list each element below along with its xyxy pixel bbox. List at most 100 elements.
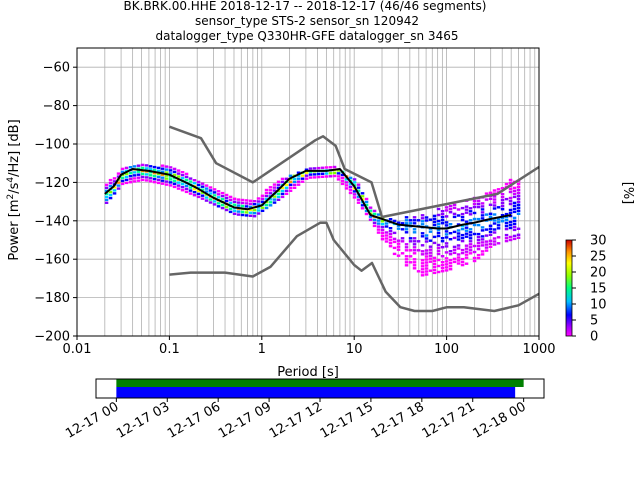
density-cell bbox=[448, 238, 453, 241]
density-cell bbox=[436, 228, 441, 232]
density-cell bbox=[232, 197, 237, 200]
density-cell bbox=[516, 191, 521, 194]
density-cell bbox=[280, 192, 285, 196]
density-cell bbox=[248, 205, 253, 208]
density-cell bbox=[412, 240, 417, 243]
density-cell bbox=[404, 222, 409, 225]
density-cell bbox=[412, 252, 417, 255]
density-cell bbox=[476, 256, 481, 260]
density-cell bbox=[172, 170, 177, 174]
colorbar-tick-label: 20 bbox=[590, 266, 607, 281]
density-cell bbox=[268, 204, 273, 207]
density-cell bbox=[180, 177, 185, 180]
density-cell bbox=[448, 265, 453, 268]
density-cell bbox=[152, 177, 157, 181]
density-cell bbox=[328, 166, 333, 169]
density-cell bbox=[452, 251, 457, 255]
density-cell bbox=[432, 220, 437, 224]
density-cell bbox=[184, 175, 189, 179]
density-cell bbox=[176, 175, 181, 178]
density-cell bbox=[464, 262, 469, 265]
density-cell bbox=[328, 172, 333, 175]
density-cell bbox=[420, 244, 425, 247]
density-cell bbox=[160, 176, 165, 179]
density-cell bbox=[404, 228, 409, 231]
density-cell bbox=[148, 174, 153, 177]
density-cell bbox=[492, 240, 497, 243]
density-cell bbox=[200, 182, 205, 185]
density-cell bbox=[424, 240, 429, 243]
density-cell bbox=[216, 193, 221, 196]
density-cell bbox=[288, 183, 293, 186]
timeline-tick-label: 12-17 21 bbox=[420, 399, 478, 441]
density-cell bbox=[188, 177, 193, 180]
density-cell bbox=[460, 212, 465, 216]
density-cell bbox=[136, 170, 141, 173]
density-cell bbox=[340, 179, 345, 183]
density-cell bbox=[240, 198, 245, 202]
density-cell bbox=[456, 208, 461, 211]
density-cell bbox=[384, 240, 389, 243]
y-tick-label: −120 bbox=[34, 176, 70, 191]
y-tick-label: −100 bbox=[34, 138, 70, 153]
density-cell bbox=[268, 198, 273, 201]
density-cell bbox=[308, 173, 313, 176]
colorbar-tick-label: 10 bbox=[590, 298, 607, 313]
density-cell bbox=[156, 166, 161, 170]
density-cell bbox=[472, 217, 477, 221]
density-cell bbox=[372, 212, 377, 216]
density-cell bbox=[512, 225, 517, 229]
density-cell bbox=[452, 257, 457, 261]
colorbar-tick-label: 15 bbox=[590, 282, 607, 297]
density-cell bbox=[484, 198, 489, 201]
density-cell bbox=[436, 234, 441, 238]
density-cell bbox=[516, 188, 521, 191]
density-cell bbox=[488, 230, 493, 233]
density-cell bbox=[136, 176, 141, 179]
density-cell bbox=[248, 211, 253, 214]
density-cell bbox=[124, 166, 129, 170]
density-cell bbox=[192, 182, 197, 185]
density-cell bbox=[224, 205, 229, 209]
density-cell bbox=[200, 194, 205, 197]
density-cell bbox=[152, 174, 157, 178]
y-axis-label: Power [m2/s4/Hz] [dB] bbox=[6, 119, 22, 260]
density-cell bbox=[420, 214, 425, 217]
density-cell bbox=[504, 221, 509, 225]
density-cell bbox=[420, 217, 425, 220]
density-cell bbox=[144, 164, 149, 167]
density-cell bbox=[136, 173, 141, 176]
density-cell bbox=[508, 220, 513, 224]
density-cell bbox=[456, 235, 461, 238]
density-cell bbox=[204, 184, 209, 187]
density-cell bbox=[400, 240, 405, 243]
density-cell bbox=[464, 235, 469, 238]
density-cell bbox=[436, 243, 441, 247]
density-cell bbox=[516, 209, 521, 212]
density-cell bbox=[512, 219, 517, 223]
x-tick-label: 1000 bbox=[522, 342, 555, 357]
density-cell bbox=[432, 265, 437, 269]
density-cell bbox=[404, 246, 409, 249]
density-cell bbox=[436, 252, 441, 256]
density-cell bbox=[516, 212, 521, 215]
density-cell bbox=[272, 183, 277, 186]
density-cell bbox=[512, 201, 517, 205]
density-cell bbox=[436, 225, 441, 229]
density-cell bbox=[456, 229, 461, 232]
density-cell bbox=[476, 205, 481, 209]
density-cell bbox=[240, 201, 245, 205]
density-cell bbox=[516, 203, 521, 206]
density-cell bbox=[232, 203, 237, 206]
x-tick-label: 100 bbox=[434, 342, 459, 357]
density-cell bbox=[272, 186, 277, 189]
density-cell bbox=[488, 224, 493, 227]
density-cell bbox=[468, 228, 473, 231]
density-cell bbox=[460, 233, 465, 237]
density-cell bbox=[500, 199, 505, 202]
density-cell bbox=[196, 189, 201, 193]
colorbar-label: [%] bbox=[620, 182, 635, 205]
density-cell bbox=[472, 205, 477, 209]
density-cell bbox=[304, 171, 309, 174]
